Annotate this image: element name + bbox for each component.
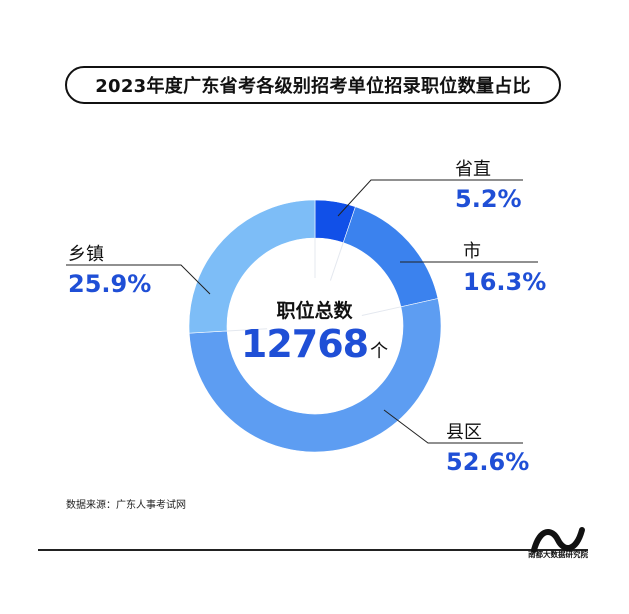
footer-divider — [38, 549, 588, 551]
center-total: 12768 个 — [0, 322, 629, 366]
slice-县区 — [188, 298, 442, 453]
slice-市 — [342, 206, 439, 308]
inner-tick — [227, 328, 268, 332]
category-label-省直: 省直 — [455, 159, 491, 180]
value-label-乡镇: 25.9% — [68, 270, 151, 298]
data-source: 数据来源：广东人事考试网 — [66, 500, 186, 511]
leader-line-乡镇 — [66, 264, 211, 295]
category-label-市: 市 — [463, 241, 481, 262]
value-label-县区: 52.6% — [446, 448, 529, 476]
center-label: 职位总数 — [276, 300, 353, 322]
leader-line-县区 — [383, 409, 523, 444]
total-unit: 个 — [370, 341, 389, 362]
inner-tick — [361, 306, 401, 317]
category-label-县区: 县区 — [446, 422, 482, 443]
chart-title: 2023年度广东省考各级别招考单位招录职位数量占比 — [65, 66, 561, 104]
value-label-市: 16.3% — [463, 268, 546, 296]
brand-logo-icon — [531, 527, 585, 553]
slice-乡镇 — [188, 199, 316, 334]
category-label-乡镇: 乡镇 — [68, 244, 104, 265]
leader-line-省直 — [337, 179, 523, 217]
value-label-省直: 5.2% — [455, 185, 522, 213]
inner-tick — [329, 242, 344, 281]
total-count: 12768 — [240, 322, 369, 366]
brand-name: 南都大数据研究院 — [528, 550, 588, 559]
